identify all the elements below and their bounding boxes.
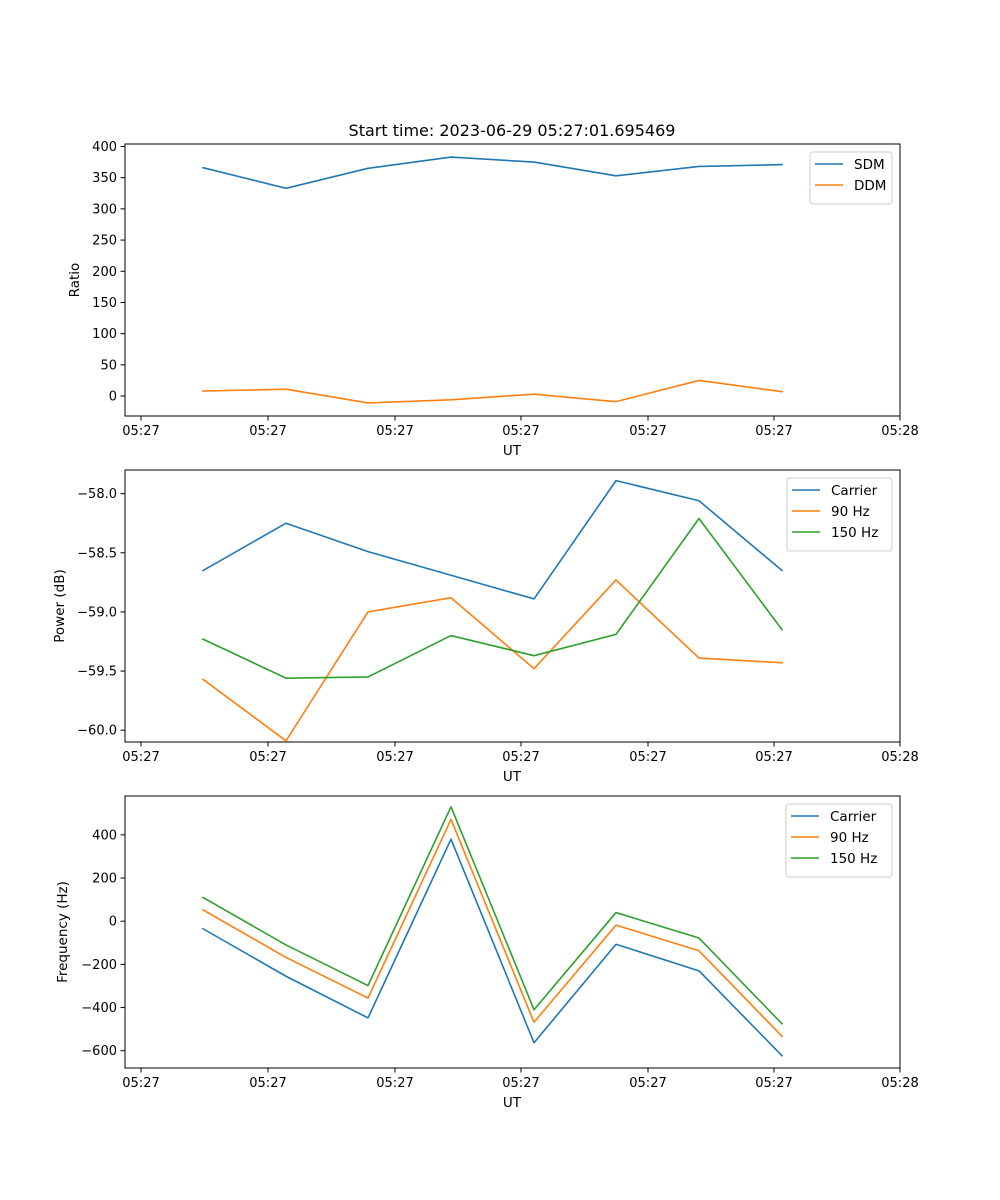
y-tick-label: −59.5 — [77, 665, 117, 680]
plot-frame — [124, 143, 901, 417]
x-tick-label: 05:27 — [376, 424, 413, 439]
y-tick-label: −200 — [81, 958, 117, 973]
series-line-carrier — [201, 838, 784, 1057]
legend-label: 150 Hz — [831, 525, 878, 541]
panel-2: 05:27 05:27 05:27 05:27 05:27 05:27 05:28 UT −60… — [52, 469, 919, 785]
y-tick-label: −600 — [81, 1044, 117, 1059]
x-tick-label: 05:27 — [122, 424, 159, 439]
x-tick-label: 05:27 — [629, 750, 666, 765]
y-axis-label: Frequency (Hz) — [55, 881, 71, 983]
y-tick-label: −400 — [81, 1001, 117, 1016]
series-line-150-hz — [201, 805, 784, 1025]
y-tick-label: 50 — [100, 358, 117, 373]
series-line-90-hz — [201, 818, 784, 1038]
legend: Carrier 90 Hz 150 Hz — [786, 477, 893, 552]
plot-frame — [124, 795, 901, 1069]
legend: Carrier 90 Hz 150 Hz — [785, 803, 893, 878]
series-line-90-hz — [201, 579, 783, 742]
y-tick-label: −60.0 — [77, 724, 117, 739]
x-tick-label: 05:27 — [249, 424, 286, 439]
y-tick-label: 400 — [92, 828, 117, 843]
legend-box — [809, 151, 893, 205]
legend-label: Carrier — [830, 809, 877, 825]
x-tick-label: 05:27 — [755, 750, 792, 765]
x-tick-label: 05:27 — [249, 750, 286, 765]
x-axis-label: UT — [503, 1095, 522, 1111]
y-tick-label: 200 — [92, 265, 117, 280]
panel-3: 05:27 05:27 05:27 05:27 05:27 05:27 05:28 UT −60… — [55, 795, 919, 1111]
y-tick-label: −58.0 — [77, 487, 117, 502]
y-tick-label: 250 — [92, 234, 117, 249]
legend-label: 90 Hz — [830, 830, 869, 846]
legend-label: Carrier — [831, 483, 878, 499]
legend-label: SDM — [854, 157, 885, 173]
legend-label: DDM — [854, 178, 886, 194]
y-tick-label: 400 — [92, 140, 117, 155]
x-tick-label: 05:27 — [249, 1076, 286, 1091]
y-tick-label: 300 — [92, 202, 117, 217]
plot-frame — [124, 469, 901, 743]
x-tick-label: 05:27 — [502, 750, 539, 765]
legend-label: 150 Hz — [830, 851, 877, 867]
y-tick-label: 200 — [92, 872, 117, 887]
y-tick-label: 150 — [92, 296, 117, 311]
x-tick-label: 05:27 — [376, 1076, 413, 1091]
y-tick-label: 0 — [109, 390, 117, 405]
x-axis-label: UT — [503, 769, 522, 785]
y-axis-label: Ratio — [67, 263, 83, 298]
x-tick-label: 05:27 — [122, 750, 159, 765]
x-tick-label: 05:27 — [755, 424, 792, 439]
x-tick-label: 05:27 — [629, 1076, 666, 1091]
y-tick-label: −59.0 — [77, 605, 117, 620]
y-axis-label: Power (dB) — [52, 569, 68, 642]
x-tick-label: 05:27 — [376, 750, 413, 765]
x-tick-label: 05:27 — [755, 1076, 792, 1091]
y-tick-label: 0 — [109, 915, 117, 930]
x-tick-label: 05:27 — [502, 1076, 539, 1091]
y-tick-label: 350 — [92, 171, 117, 186]
x-tick-label: 05:28 — [881, 750, 918, 765]
x-tick-label: 05:28 — [881, 424, 918, 439]
x-axis-label: UT — [503, 443, 522, 459]
y-tick-label: 100 — [92, 327, 117, 342]
legend: SDM DDM — [809, 151, 893, 205]
series-line-sdm — [202, 156, 783, 190]
chart-title: Start time: 2023-06-29 05:27:01.695469 — [349, 121, 676, 140]
y-tick-label: −58.5 — [77, 546, 117, 561]
x-tick-label: 05:27 — [122, 1076, 159, 1091]
series-line-ddm — [202, 379, 783, 404]
x-tick-label: 05:28 — [881, 1076, 918, 1091]
series-line-carrier — [201, 479, 784, 600]
x-tick-label: 05:27 — [502, 424, 539, 439]
legend-label: 90 Hz — [831, 504, 870, 520]
panel-1: 05:27 05:27 05:27 05:27 05:27 05:27 05:28 UT 0 50… — [67, 140, 919, 459]
x-tick-label: 05:27 — [629, 424, 666, 439]
series-line-150-hz — [201, 517, 784, 679]
